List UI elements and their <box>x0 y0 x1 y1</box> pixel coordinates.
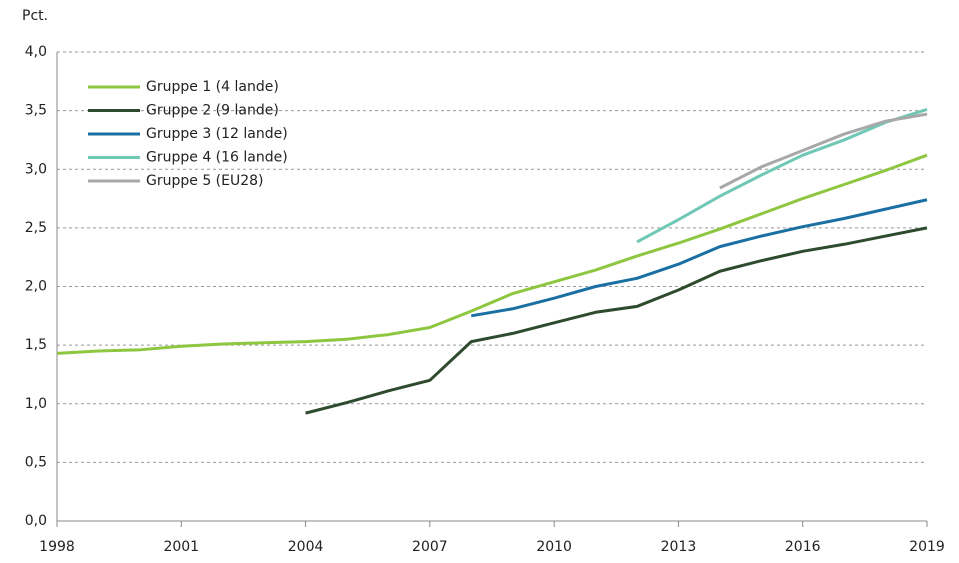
series-line <box>305 226 928 415</box>
y-tick-label: 2,5 <box>25 220 47 236</box>
x-tick-label: 1998 <box>39 539 75 555</box>
y-tick-label: 0,5 <box>25 454 47 470</box>
x-tick-label: 2016 <box>785 539 821 555</box>
legend-label: Gruppe 4 (16 lande) <box>146 150 288 166</box>
y-axis-label: Pct. <box>22 8 48 24</box>
y-tick-label: 1,5 <box>25 337 47 353</box>
legend-label: Gruppe 2 (9 lande) <box>146 103 279 119</box>
x-tick-label: 2004 <box>288 539 324 555</box>
series-line <box>719 112 928 190</box>
series-line <box>471 198 928 318</box>
x-tick-label: 2013 <box>661 539 697 555</box>
y-tick-label: 4,0 <box>25 44 47 60</box>
legend-label: Gruppe 5 (EU28) <box>146 173 264 189</box>
y-tick-label: 3,5 <box>25 103 47 119</box>
y-tick-label: 3,0 <box>25 161 47 177</box>
x-tick-label: 2007 <box>412 539 448 555</box>
series-line <box>56 153 928 355</box>
y-tick-label: 1,0 <box>25 396 47 412</box>
x-tick-label: 2019 <box>909 539 945 555</box>
x-tick-label: 2001 <box>163 539 199 555</box>
legend-label: Gruppe 1 (4 lande) <box>146 79 279 95</box>
legend-label: Gruppe 3 (12 lande) <box>146 126 288 142</box>
series-line <box>636 108 928 244</box>
y-tick-label: 2,0 <box>25 279 47 295</box>
y-tick-label: 0,0 <box>25 513 47 529</box>
x-tick-label: 2010 <box>536 539 572 555</box>
